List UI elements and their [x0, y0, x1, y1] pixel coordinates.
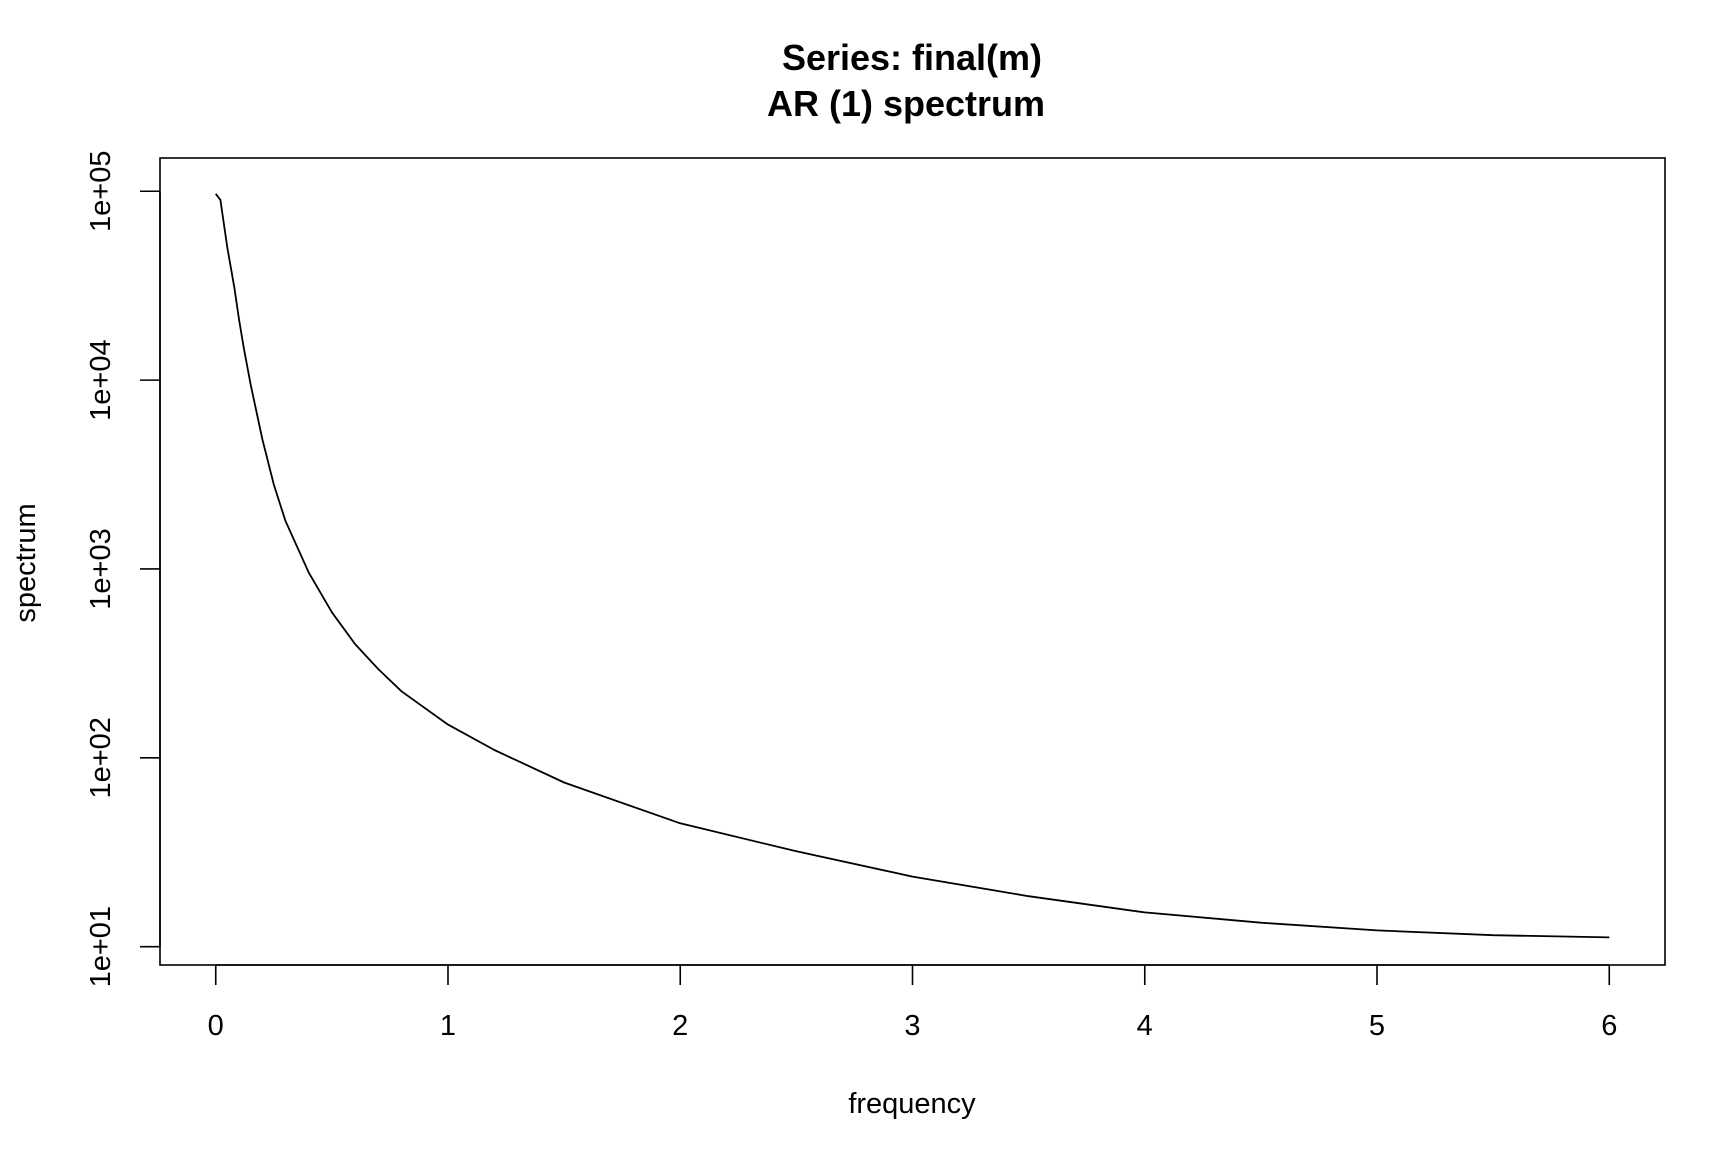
x-axis: 0 1 2 3 4 5 6 [208, 964, 1617, 1042]
x-tick-label: 5 [1369, 1010, 1385, 1042]
x-tick-label: 1 [440, 1010, 456, 1042]
y-tick-label: 1e+02 [85, 717, 117, 798]
y-tick-label: 1e+04 [85, 339, 117, 420]
plot-frame [159, 157, 1666, 966]
x-axis-label: frequency [848, 1088, 976, 1120]
spectrum-line [214, 193, 1610, 939]
x-tick-label: 3 [904, 1010, 920, 1042]
series-layer [214, 193, 1610, 939]
y-tick-label: 1e+01 [85, 906, 117, 987]
y-axis-label: spectrum [10, 503, 42, 622]
y-tick-label: 1e+05 [85, 151, 117, 232]
y-tick-label: 1e+03 [85, 528, 117, 609]
chart-subtitle: AR (1) spectrum [767, 83, 1045, 124]
x-tick-label: 6 [1601, 1010, 1617, 1042]
x-tick-label: 2 [672, 1010, 688, 1042]
chart-title: Series: final(m) [782, 37, 1042, 78]
x-tick-label: 0 [208, 1010, 224, 1042]
y-axis: 1e+01 1e+02 1e+03 1e+04 1e+05 [85, 151, 161, 987]
x-tick-label: 4 [1137, 1010, 1153, 1042]
